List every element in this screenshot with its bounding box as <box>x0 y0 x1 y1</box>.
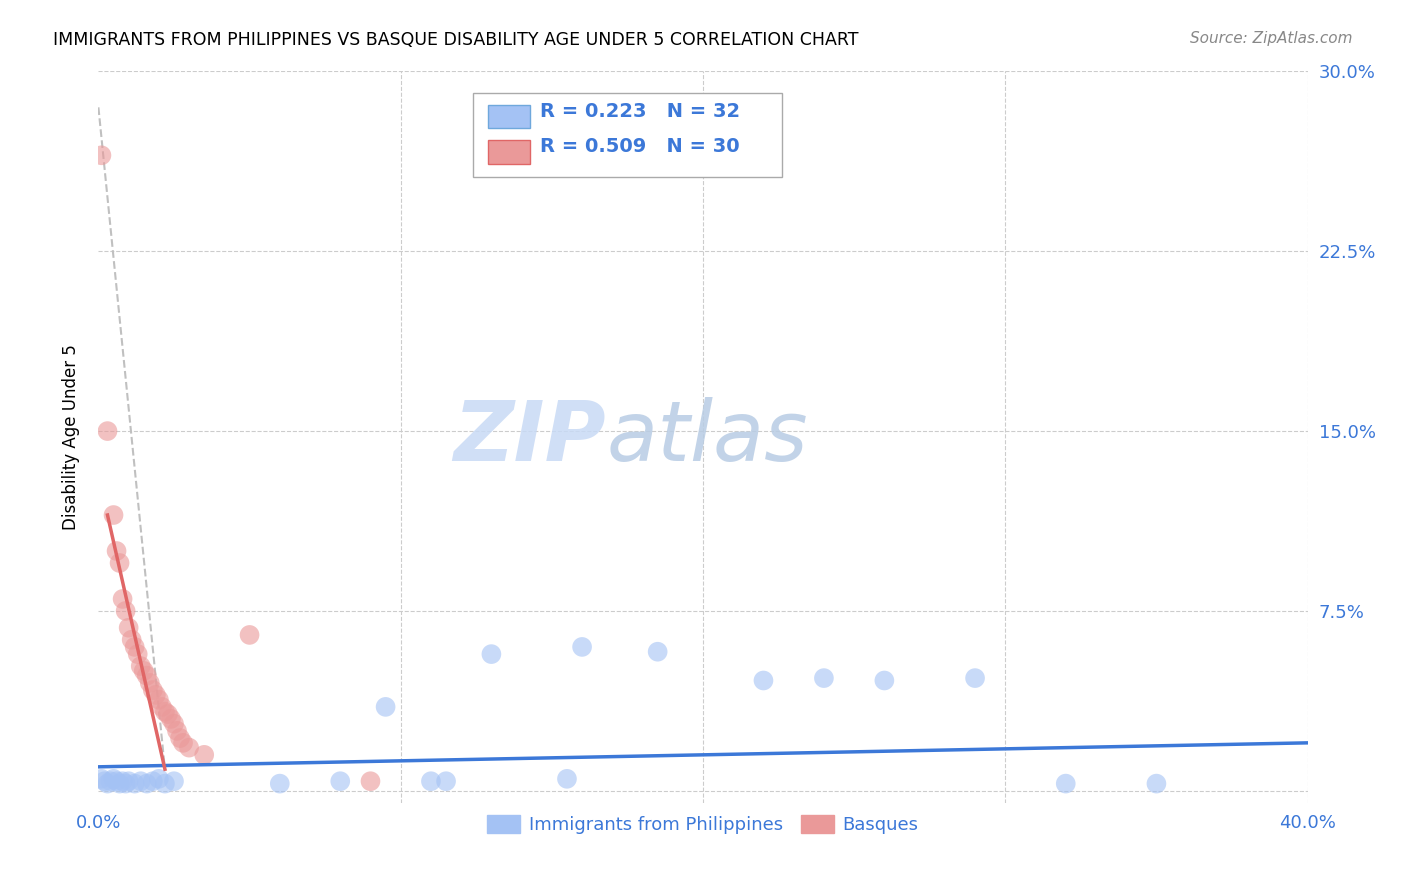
Point <box>90 772 112 786</box>
Point <box>111 591 134 606</box>
Text: ZIP: ZIP <box>454 397 606 477</box>
Text: R = 0.509   N = 30: R = 0.509 N = 30 <box>540 137 740 156</box>
Point <box>145 688 167 702</box>
Text: IMMIGRANTS FROM PHILIPPINES VS BASQUE DISABILITY AGE UNDER 5 CORRELATION CHART: IMMIGRANTS FROM PHILIPPINES VS BASQUE DI… <box>53 31 859 49</box>
Point <box>169 731 191 745</box>
Point <box>118 621 141 635</box>
Point <box>118 774 141 789</box>
Text: R = 0.223   N = 32: R = 0.223 N = 32 <box>540 102 740 121</box>
Point <box>139 676 162 690</box>
Y-axis label: Disability Age Under 5: Disability Age Under 5 <box>62 344 80 530</box>
Point <box>93 774 115 789</box>
Point <box>124 640 146 654</box>
Point <box>163 716 186 731</box>
Point <box>555 772 578 786</box>
Point <box>434 774 457 789</box>
Point <box>239 628 262 642</box>
Point <box>179 740 201 755</box>
Point <box>121 632 143 647</box>
Point <box>153 776 176 790</box>
Point <box>103 508 125 522</box>
Point <box>156 707 179 722</box>
Point <box>132 664 155 678</box>
Bar <box>488 140 530 163</box>
Point <box>571 640 593 654</box>
Point <box>114 776 136 790</box>
Point <box>193 747 215 762</box>
Point <box>374 699 396 714</box>
Text: Source: ZipAtlas.com: Source: ZipAtlas.com <box>1189 31 1353 46</box>
Point <box>965 671 987 685</box>
Point <box>269 776 291 790</box>
Point <box>150 699 173 714</box>
Text: atlas: atlas <box>606 397 808 477</box>
Point <box>100 774 122 789</box>
Point <box>148 772 170 786</box>
Point <box>111 774 134 789</box>
Bar <box>474 94 782 178</box>
Point <box>481 647 503 661</box>
Point <box>752 673 775 688</box>
Point <box>153 705 176 719</box>
Point <box>160 712 183 726</box>
Point <box>124 776 146 790</box>
Point <box>105 774 128 789</box>
Point <box>108 556 131 570</box>
Legend: Immigrants from Philippines, Basques: Immigrants from Philippines, Basques <box>481 807 925 841</box>
Point <box>135 776 157 790</box>
Point <box>114 604 136 618</box>
Point <box>420 774 443 789</box>
Point <box>103 772 125 786</box>
Point <box>142 774 165 789</box>
Bar <box>488 105 530 128</box>
Point <box>135 669 157 683</box>
Point <box>813 671 835 685</box>
Point <box>96 424 118 438</box>
Point <box>127 647 149 661</box>
Point <box>166 723 188 738</box>
Point <box>873 673 896 688</box>
Point <box>329 774 352 789</box>
Point <box>360 774 382 789</box>
Point <box>172 736 194 750</box>
Point <box>1054 776 1077 790</box>
Point <box>142 683 165 698</box>
Point <box>129 659 152 673</box>
Point <box>647 645 669 659</box>
Point <box>1144 776 1167 790</box>
Point <box>129 774 152 789</box>
Point <box>108 776 131 790</box>
Point <box>90 148 112 162</box>
Point <box>163 774 186 789</box>
Point <box>105 544 128 558</box>
Point <box>148 692 170 706</box>
Point <box>96 776 118 790</box>
